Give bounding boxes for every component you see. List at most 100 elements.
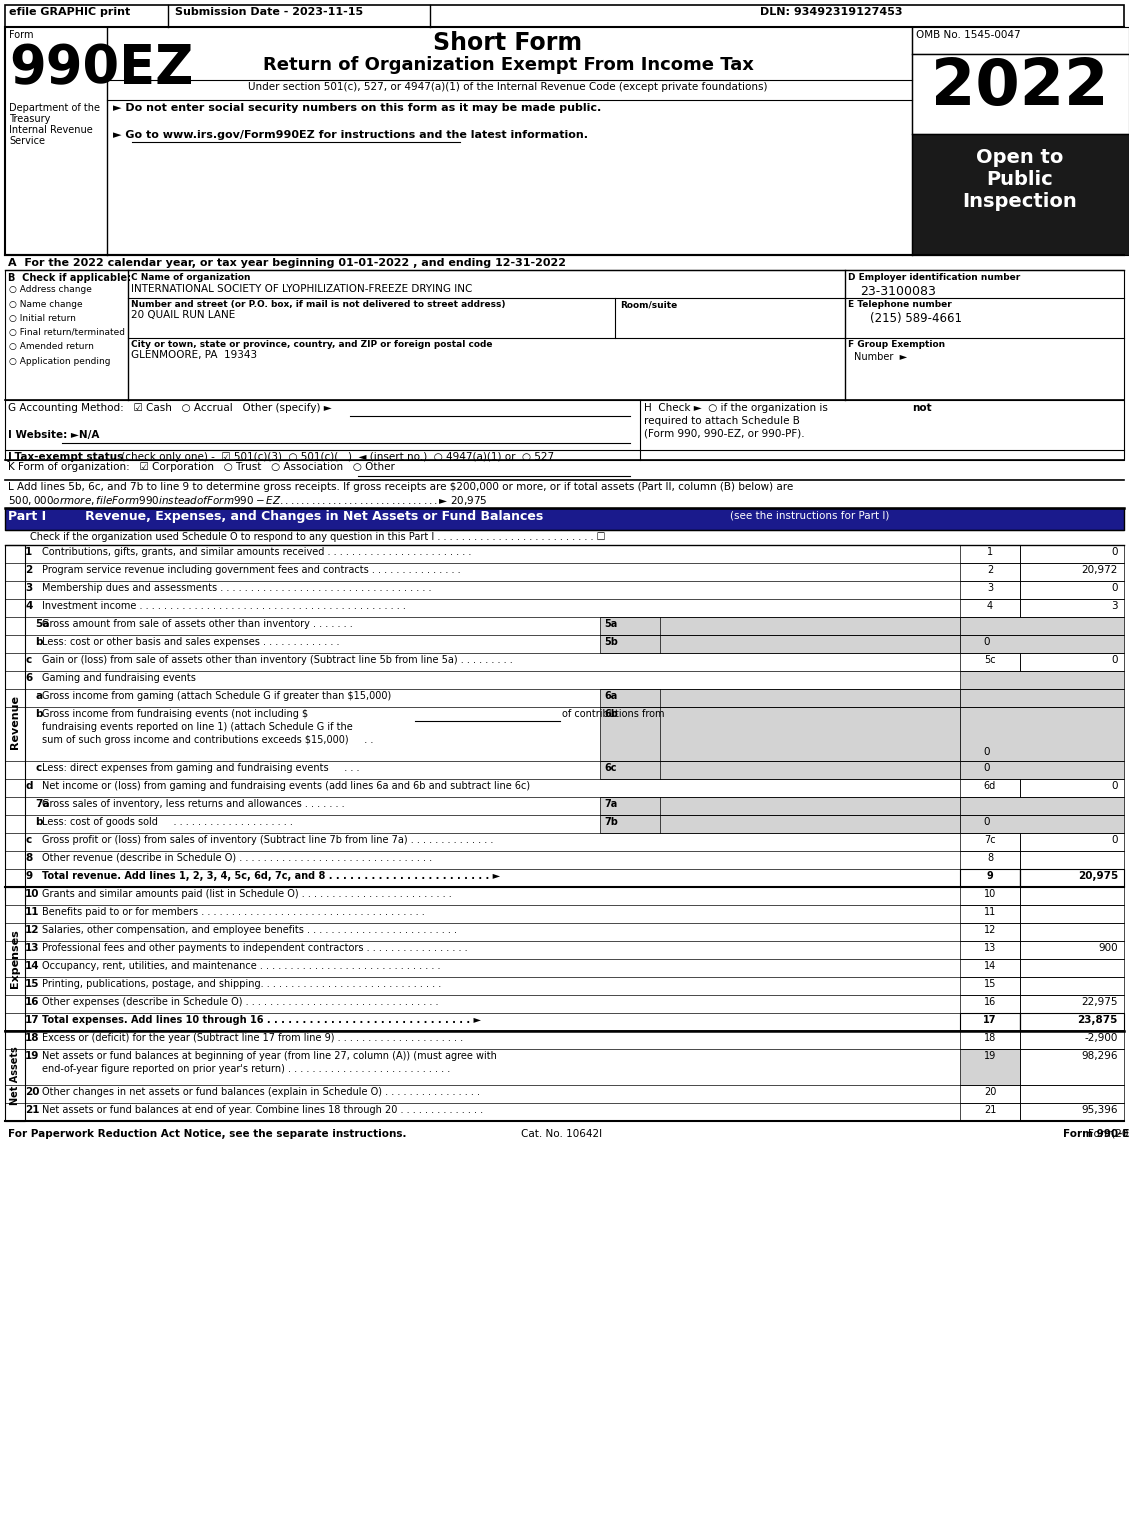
Bar <box>960 544 1019 563</box>
Text: 1: 1 <box>987 547 994 557</box>
Text: 5c: 5c <box>984 656 996 665</box>
Bar <box>1019 653 1124 671</box>
Text: D Employer identification number: D Employer identification number <box>848 273 1021 282</box>
Text: ► Do not enter social security numbers on this form as it may be made public.: ► Do not enter social security numbers o… <box>113 104 602 113</box>
Text: $500,000 or more, file Form 990 instead of Form 990-EZ . . . . . . . . . . . . .: $500,000 or more, file Form 990 instead … <box>8 494 488 506</box>
Bar <box>960 869 1019 888</box>
Text: 5a: 5a <box>35 619 50 628</box>
Text: 11: 11 <box>983 907 996 917</box>
Text: (Form 990, 990-EZ, or 990-PF).: (Form 990, 990-EZ, or 990-PF). <box>644 429 805 439</box>
Bar <box>599 798 960 814</box>
Text: 19: 19 <box>25 1051 40 1061</box>
Text: 2: 2 <box>987 564 994 575</box>
Text: Form: Form <box>1088 1128 1118 1139</box>
Text: 0: 0 <box>983 747 990 756</box>
Text: ○ Amended return: ○ Amended return <box>9 342 94 351</box>
Text: Gross amount from sale of assets other than inventory . . . . . . .: Gross amount from sale of assets other t… <box>42 619 352 628</box>
Text: Occupancy, rent, utilities, and maintenance . . . . . . . . . . . . . . . . . . : Occupancy, rent, utilities, and maintena… <box>42 961 440 971</box>
Text: 7c: 7c <box>984 836 996 845</box>
Text: 1: 1 <box>25 547 33 557</box>
Text: 3: 3 <box>1111 601 1118 612</box>
Text: E Telephone number: E Telephone number <box>848 300 952 310</box>
Text: For Paperwork Reduction Act Notice, see the separate instructions.: For Paperwork Reduction Act Notice, see … <box>8 1128 406 1139</box>
Bar <box>5 888 25 1031</box>
Text: 0: 0 <box>1111 781 1118 791</box>
Text: OMB No. 1545-0047: OMB No. 1545-0047 <box>916 30 1021 40</box>
Text: Room/suite: Room/suite <box>620 300 677 310</box>
Text: City or town, state or province, country, and ZIP or foreign postal code: City or town, state or province, country… <box>131 340 492 349</box>
Text: 990EZ: 990EZ <box>9 43 193 95</box>
Text: 10: 10 <box>25 889 40 900</box>
Text: 3: 3 <box>987 583 994 593</box>
Text: Form 990-EZ: Form 990-EZ <box>1064 1128 1129 1139</box>
Bar <box>1019 869 1124 888</box>
Text: Expenses: Expenses <box>10 930 20 988</box>
Bar <box>1019 1013 1124 1031</box>
Text: Other expenses (describe in Schedule O) . . . . . . . . . . . . . . . . . . . . : Other expenses (describe in Schedule O) … <box>42 997 438 1006</box>
Bar <box>1019 959 1124 978</box>
Bar <box>1019 888 1124 904</box>
Bar <box>960 1031 1019 1049</box>
Text: 8: 8 <box>25 852 33 863</box>
Bar <box>599 634 960 653</box>
Text: Cat. No. 10642I: Cat. No. 10642I <box>522 1128 603 1139</box>
Text: 22,975: 22,975 <box>1082 997 1118 1006</box>
Text: (see the instructions for Part I): (see the instructions for Part I) <box>730 509 890 520</box>
Text: 18: 18 <box>25 1032 40 1043</box>
Bar <box>960 1013 1019 1031</box>
Text: 6d: 6d <box>983 781 996 791</box>
Bar <box>960 581 1019 599</box>
Bar <box>1019 833 1124 851</box>
Bar <box>960 959 1019 978</box>
Bar <box>599 814 960 833</box>
Bar <box>960 708 1124 761</box>
Text: L Add lines 5b, 6c, and 7b to line 9 to determine gross receipts. If gross recei: L Add lines 5b, 6c, and 7b to line 9 to … <box>8 482 794 493</box>
Text: INTERNATIONAL SOCIETY OF LYOPHILIZATION-FREEZE DRYING INC: INTERNATIONAL SOCIETY OF LYOPHILIZATION-… <box>131 284 472 294</box>
Bar <box>5 270 1124 400</box>
Text: Treasury: Treasury <box>9 114 51 124</box>
Bar <box>599 618 960 634</box>
Text: Check if the organization used Schedule O to respond to any question in this Par: Check if the organization used Schedule … <box>30 532 605 541</box>
Text: Number and street (or P.O. box, if mail is not delivered to street address): Number and street (or P.O. box, if mail … <box>131 300 506 310</box>
Bar <box>599 708 960 761</box>
Bar <box>1019 1103 1124 1121</box>
Text: end-of-year figure reported on prior year's return) . . . . . . . . . . . . . . : end-of-year figure reported on prior yea… <box>42 1064 450 1074</box>
Text: Net income or (loss) from gaming and fundraising events (add lines 6a and 6b and: Net income or (loss) from gaming and fun… <box>42 781 531 791</box>
Bar <box>960 994 1019 1013</box>
Text: ○ Name change: ○ Name change <box>9 300 82 310</box>
Text: 6c: 6c <box>604 762 616 773</box>
Text: ○ Application pending: ○ Application pending <box>9 357 111 366</box>
Text: Grants and similar amounts paid (list in Schedule O) . . . . . . . . . . . . . .: Grants and similar amounts paid (list in… <box>42 889 452 900</box>
Bar <box>1019 978 1124 994</box>
Text: 6: 6 <box>25 673 33 683</box>
Bar <box>960 814 1124 833</box>
Text: not: not <box>912 403 931 413</box>
Text: a: a <box>35 691 42 702</box>
Text: 13: 13 <box>983 942 996 953</box>
Text: required to attach Schedule B: required to attach Schedule B <box>644 416 799 425</box>
Text: A  For the 2022 calendar year, or tax year beginning 01-01-2022 , and ending 12-: A For the 2022 calendar year, or tax yea… <box>8 258 566 268</box>
Text: Gross income from gaming (attach Schedule G if greater than $15,000): Gross income from gaming (attach Schedul… <box>42 691 392 702</box>
Text: F Group Exemption: F Group Exemption <box>848 340 945 349</box>
Text: b: b <box>35 817 43 827</box>
Text: 12: 12 <box>983 926 996 935</box>
Bar <box>5 1031 25 1121</box>
Text: Less: cost or other basis and sales expenses . . . . . . . . . . . . .: Less: cost or other basis and sales expe… <box>42 637 340 647</box>
Text: 23-3100083: 23-3100083 <box>860 285 936 297</box>
Bar <box>960 888 1019 904</box>
Text: Other changes in net assets or fund balances (explain in Schedule O) . . . . . .: Other changes in net assets or fund bala… <box>42 1087 480 1096</box>
Bar <box>1019 779 1124 798</box>
Text: Under section 501(c), 527, or 4947(a)(1) of the Internal Revenue Code (except pr: Under section 501(c), 527, or 4947(a)(1)… <box>248 82 768 91</box>
Bar <box>1019 994 1124 1013</box>
Text: 4: 4 <box>25 601 33 612</box>
Text: Printing, publications, postage, and shipping. . . . . . . . . . . . . . . . . .: Printing, publications, postage, and shi… <box>42 979 441 990</box>
Text: Less: direct expenses from gaming and fundraising events     . . .: Less: direct expenses from gaming and fu… <box>42 762 359 773</box>
Text: Part I: Part I <box>8 509 46 523</box>
Text: 0: 0 <box>1111 547 1118 557</box>
Bar <box>960 833 1019 851</box>
Bar <box>960 923 1019 941</box>
Text: 15: 15 <box>25 979 40 990</box>
Bar <box>1019 1031 1124 1049</box>
Text: (215) 589-4661: (215) 589-4661 <box>870 313 962 325</box>
Text: b: b <box>35 637 43 647</box>
